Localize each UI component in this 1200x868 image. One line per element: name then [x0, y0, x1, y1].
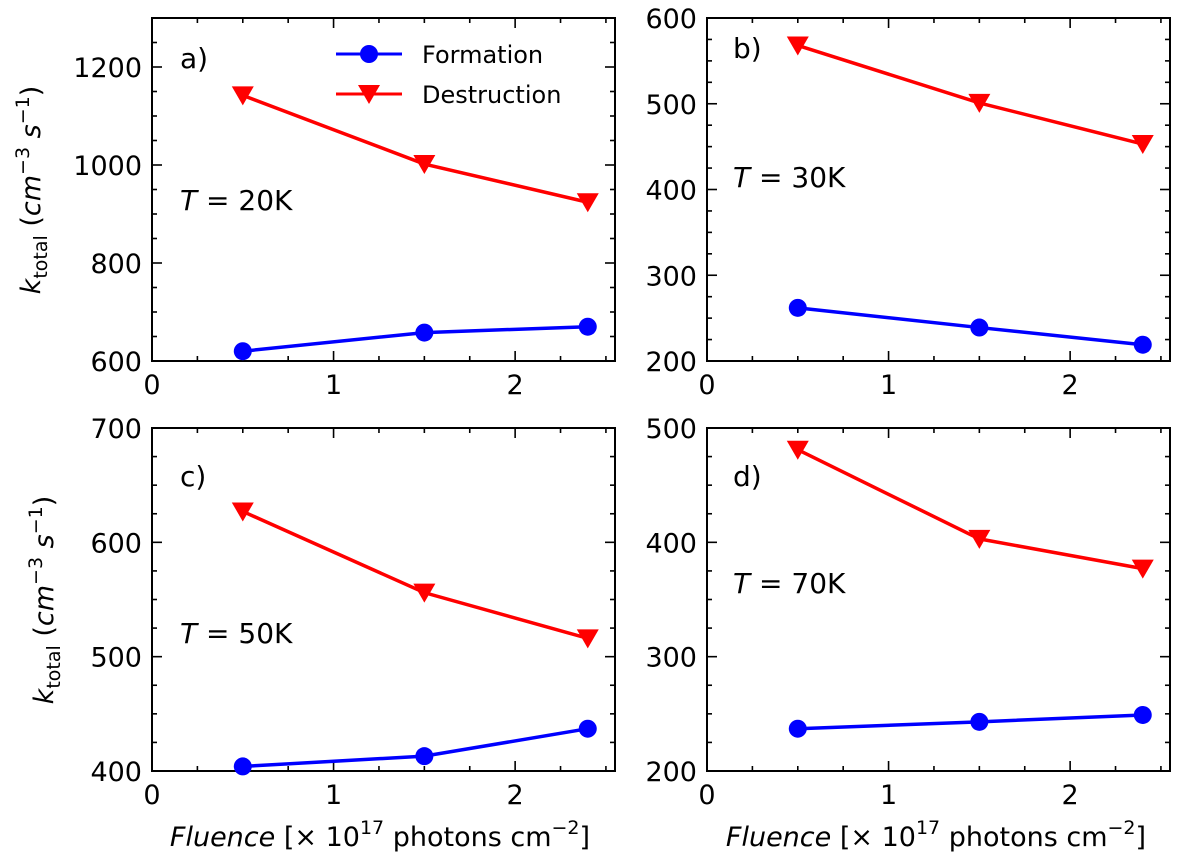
destruction-point: [1131, 135, 1154, 155]
formation-line-a: [242, 324, 588, 353]
y-tick-label: 1000: [73, 151, 142, 182]
x-axis-title-left: Fluence [× 1017 photons cm−2]: [170, 817, 590, 853]
temperature-label-b: T = 30K: [733, 161, 846, 194]
formation-point: [788, 298, 807, 317]
y-tick-label: 400: [90, 757, 142, 788]
x-tick-label: 2: [1062, 780, 1079, 811]
destruction-point: [576, 629, 599, 649]
y-tick-label: 400: [645, 176, 697, 207]
axis-ticks: 0 1 2 200 300 400 500: [645, 414, 1170, 811]
y-tick-label: 600: [645, 4, 697, 35]
destruction-point: [231, 502, 254, 522]
x-tick-label: 0: [143, 780, 160, 811]
destruction-point: [576, 193, 599, 213]
y-tick-label: 600: [90, 528, 142, 559]
x-tick-label: 0: [698, 780, 715, 811]
formation-point: [578, 317, 597, 336]
temperature-label-d: T = 70K: [733, 567, 846, 600]
formation-line-c: [242, 726, 589, 769]
formation-point: [578, 719, 597, 738]
panel-label-b: b): [733, 32, 762, 65]
y-tick-label: 200: [645, 757, 697, 788]
legend-formation-marker: [360, 45, 378, 63]
destruction-point: [231, 86, 254, 106]
axis-ticks: 0 1 2 600 800 1000 1200: [73, 17, 615, 401]
legend-formation-label: Formation: [422, 41, 543, 69]
axis-ticks: 0 1 2 400 500 600 700: [90, 414, 615, 811]
formation-point: [415, 323, 434, 342]
y-tick-label: 700: [90, 414, 142, 445]
panel-c: 0 1 2 400 500 600 700 c) T = 50K: [90, 414, 616, 811]
series-group: [786, 440, 1154, 738]
destruction-line-c: [242, 509, 589, 641]
y-axis-title-top: ktotal (cm−3 s−1): [12, 86, 52, 295]
panel-b: 0 1 2 200 300 400 500 600 b) T = 30K: [645, 4, 1171, 401]
x-tick-label: 2: [1062, 370, 1079, 401]
formation-point: [788, 719, 807, 738]
series-group: [786, 36, 1154, 354]
formation-point: [970, 318, 989, 337]
formation-point: [1133, 335, 1152, 354]
destruction-point: [786, 36, 809, 56]
panel-label-d: d): [733, 460, 762, 493]
destruction-point: [968, 529, 991, 549]
series-group: [231, 502, 599, 776]
y-tick-label: 600: [90, 347, 142, 378]
x-axis-title-right: Fluence [× 1017 photons cm−2]: [726, 817, 1146, 853]
y-tick-label: 400: [645, 528, 697, 559]
temperature-label-c: T = 50K: [180, 617, 293, 650]
y-tick-label: 200: [645, 347, 697, 378]
x-tick-label: 1: [325, 780, 342, 811]
x-tick-label: 0: [143, 370, 160, 401]
destruction-point: [413, 155, 436, 175]
destruction-point: [1131, 559, 1154, 579]
destruction-line-d: [797, 448, 1144, 571]
x-tick-label: 2: [507, 780, 524, 811]
axis-ticks: 0 1 2 200 300 400 500 600: [645, 4, 1170, 401]
y-axis-title-bottom: ktotal (cm−3 s−1): [25, 496, 65, 705]
temperature-label-a: T = 20K: [180, 184, 293, 217]
formation-point: [1133, 705, 1152, 724]
series-group: [231, 86, 599, 361]
x-tick-label: 2: [507, 370, 524, 401]
y-tick-label: 500: [645, 414, 697, 445]
formation-point: [233, 342, 252, 361]
panel-label-a: a): [180, 42, 208, 75]
x-tick-label: 1: [880, 370, 897, 401]
legend-destruction-label: Destruction: [422, 81, 561, 109]
formation-point: [233, 757, 252, 776]
panel-d: 0 1 2 200 300 400 500 d) T = 70K: [645, 414, 1171, 811]
y-tick-label: 1200: [73, 53, 142, 84]
formation-line-d: [797, 713, 1143, 731]
panel-label-c: c): [180, 460, 206, 493]
y-tick-label: 300: [645, 643, 697, 674]
destruction-line-a: [242, 93, 589, 204]
y-tick-label: 500: [645, 90, 697, 121]
panel-a: 0 1 2 600 800 1000 1200 a) T = 20K Formation D…: [73, 17, 616, 401]
destruction-point: [413, 583, 436, 603]
destruction-point: [786, 440, 809, 460]
y-tick-label: 500: [90, 643, 142, 674]
x-tick-label: 0: [698, 370, 715, 401]
formation-line-b: [797, 306, 1143, 347]
destruction-point: [968, 93, 991, 113]
formation-point: [970, 712, 989, 731]
legend-destruction-marker: [358, 85, 380, 104]
x-tick-label: 1: [325, 370, 342, 401]
formation-point: [415, 747, 434, 766]
legend: Formation Destruction: [336, 41, 561, 109]
x-tick-label: 1: [880, 780, 897, 811]
y-tick-label: 800: [90, 249, 142, 280]
y-tick-label: 300: [645, 261, 697, 292]
plot-frame: [151, 427, 616, 772]
